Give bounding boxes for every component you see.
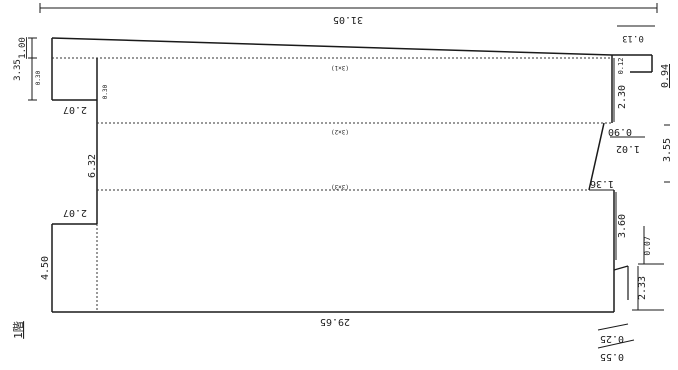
right-top-offset-label: 0.13 [622,33,644,43]
step-a-label: 0.90 [608,126,632,137]
room-label-c: (3×3) [331,183,349,190]
left-upper-label: 3.35 [13,59,23,81]
top-dimension [39,3,658,13]
right-top-a-label: 0.12 [617,58,625,75]
right-low-b-label: 0.07 [643,236,652,255]
right-top-b-label: 0.94 [660,64,671,88]
left-mid-label: 6.32 [87,154,98,178]
bottom-offset-b-label: 0.55 [600,351,624,362]
left-low-label: 4.50 [40,256,51,280]
right-mid-label: 2.30 [617,85,628,109]
left-top-dims [28,37,37,101]
right-extent-label: 3.55 [662,138,673,162]
right-bottom-label: 2.33 [637,276,648,300]
left-inner-label: 0.30 [102,84,109,99]
room-label-b: (3×2) [331,128,349,135]
bottom-offset-dims [597,323,635,349]
room-label-a: (3×1) [331,64,349,71]
right-low-b-dims [638,226,664,265]
interior-dotted-lines [52,57,612,312]
total-width-label: 31.05 [333,14,363,25]
building-outline [51,37,653,313]
bottom-offset-a-label: 0.25 [600,333,624,344]
small-left-label: 0.30 [35,70,42,85]
notch-top-label: 2.07 [63,104,87,115]
notch-bottom-label: 2.07 [63,207,87,218]
floor-label: 1階 [11,321,25,339]
left-top-label: 1.00 [18,37,28,59]
step-b-label: 1.02 [616,143,640,154]
right-low-label: 3.60 [617,214,628,238]
right-extent-dims [664,124,670,183]
base-width-label: 29.65 [320,316,350,327]
right-bottom-dims [632,266,664,311]
step-c-label: 1.36 [590,178,614,189]
